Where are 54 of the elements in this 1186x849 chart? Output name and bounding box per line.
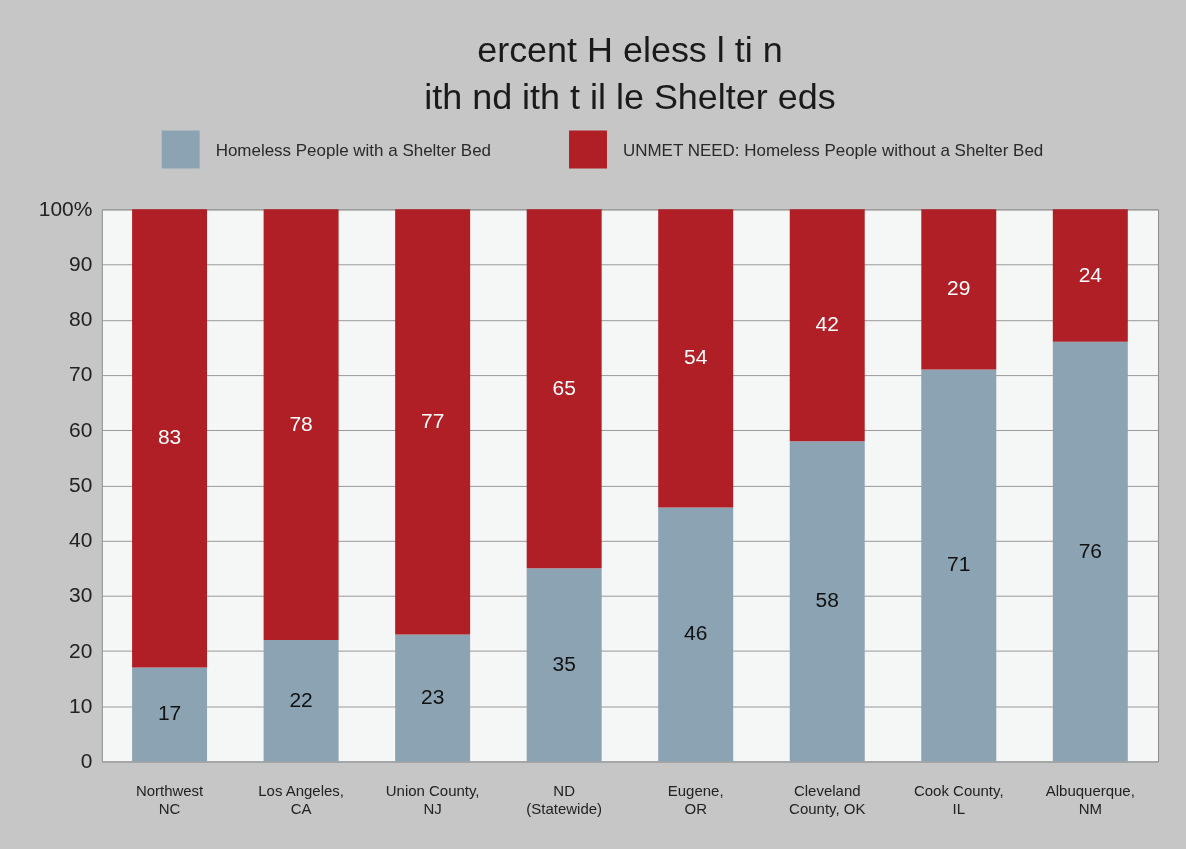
bar	[1052, 341, 1128, 762]
bar	[921, 209, 997, 370]
data-label: 23	[420, 684, 445, 708]
data-label: 46	[684, 621, 708, 645]
data-label: 77	[420, 408, 445, 432]
bar	[1052, 209, 1128, 342]
bar	[132, 667, 208, 762]
x-tick-label: Union County, NJ	[385, 781, 480, 817]
data-label: 71	[947, 552, 971, 576]
data-label: 54	[684, 345, 708, 369]
y-tick-label: 90	[69, 252, 93, 276]
x-tick-label: Eugene, OR	[667, 781, 724, 817]
y-tick-label: 0	[80, 748, 93, 772]
bar	[526, 209, 602, 569]
data-label: 42	[815, 312, 839, 336]
data-label: 35	[552, 651, 576, 675]
y-tick-label: 100%	[38, 196, 93, 220]
x-tick-label: Los Angeles, CA	[258, 781, 344, 817]
bar	[263, 209, 339, 640]
x-tick-label: Cleveland County, OK	[789, 781, 866, 817]
data-label: 58	[815, 588, 839, 612]
data-label: 22	[289, 687, 313, 711]
bar	[789, 209, 865, 442]
y-tick-label: 20	[69, 638, 93, 662]
data-label: 83	[157, 425, 182, 449]
y-tick-label: 60	[69, 417, 93, 441]
bar	[921, 369, 997, 762]
x-tick-label: Northwest NC	[135, 781, 205, 817]
bar	[658, 209, 734, 508]
y-tick-label: 30	[69, 583, 93, 607]
data-label: 29	[947, 276, 971, 300]
y-tick-label: 50	[69, 472, 93, 496]
x-tick-label: Cook County, IL	[913, 781, 1004, 817]
y-tick-label: 70	[69, 362, 93, 386]
data-label: 24	[1078, 262, 1103, 286]
bar	[263, 639, 339, 762]
legend-label: Homeless People with a Shelter Bed	[215, 141, 492, 161]
y-tick-label: 40	[69, 528, 93, 552]
legend-label: UNMET NEED: Homeless People without a Shelter Bed	[622, 141, 1044, 161]
bar	[132, 209, 208, 668]
bar	[789, 441, 865, 762]
bar	[395, 634, 471, 762]
data-label: 78	[289, 411, 313, 435]
data-label: 76	[1078, 538, 1102, 562]
data-label: 65	[552, 375, 576, 399]
bar	[658, 507, 734, 762]
bar	[526, 568, 602, 762]
y-tick-label: 80	[69, 307, 93, 331]
chart-title: ercent H eless l ti n ith nd ith t il le Shelter eds	[424, 28, 836, 117]
bar	[395, 209, 471, 635]
x-tick-label: ND (Statewide)	[526, 781, 603, 817]
data-label: 17	[157, 701, 182, 725]
y-tick-label: 10	[69, 693, 93, 717]
x-tick-label: Albuquerque, NM	[1045, 781, 1135, 817]
